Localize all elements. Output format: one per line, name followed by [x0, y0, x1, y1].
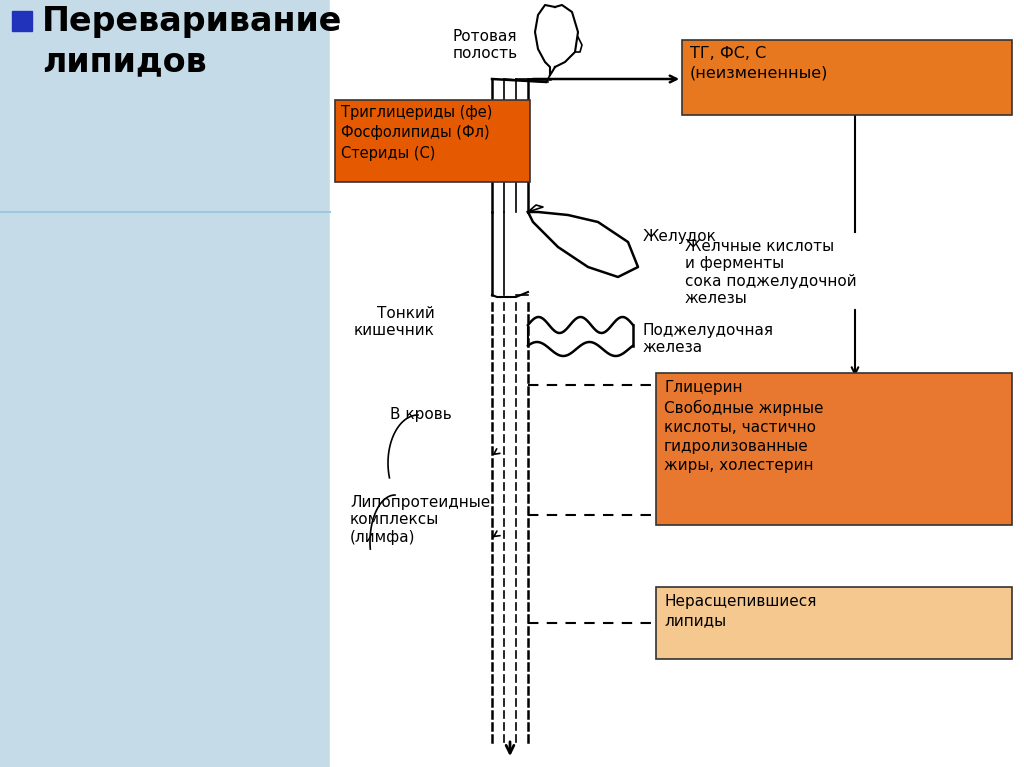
Text: Нерасщепившиеся
липиды: Нерасщепившиеся липиды: [664, 594, 816, 628]
Text: Желчные кислоты
и ферменты
сока поджелудочной
железы: Желчные кислоты и ферменты сока поджелуд…: [685, 239, 857, 306]
Text: липидов: липидов: [42, 45, 207, 78]
Text: Глицерин
Свободные жирные
кислоты, частично
гидролизованные
жиры, холестерин: Глицерин Свободные жирные кислоты, части…: [664, 380, 823, 473]
Text: Поджелудочная
железа: Поджелудочная железа: [643, 323, 774, 355]
Text: В кровь: В кровь: [390, 407, 452, 423]
Text: Ротовая
полость: Ротовая полость: [453, 29, 517, 61]
FancyBboxPatch shape: [656, 587, 1012, 659]
FancyBboxPatch shape: [335, 100, 530, 182]
Text: ТГ, ФС, С
(неизмененные): ТГ, ФС, С (неизмененные): [690, 46, 828, 81]
Bar: [0, 0, 330, 767]
Text: Переваривание: Переваривание: [42, 5, 342, 38]
Text: Желудок: Желудок: [643, 229, 717, 245]
FancyBboxPatch shape: [682, 40, 1012, 115]
Bar: [12, 11, 32, 31]
Text: Тонкий
кишечник: Тонкий кишечник: [354, 306, 435, 338]
FancyBboxPatch shape: [656, 373, 1012, 525]
Bar: [330, 0, 1024, 767]
Text: Липопротеидные
комплексы
(лимфа): Липопротеидные комплексы (лимфа): [350, 495, 490, 545]
Text: Триглицериды (фе)
Фосфолипиды (Фл)
Стериды (С): Триглицериды (фе) Фосфолипиды (Фл) Стери…: [341, 105, 493, 161]
